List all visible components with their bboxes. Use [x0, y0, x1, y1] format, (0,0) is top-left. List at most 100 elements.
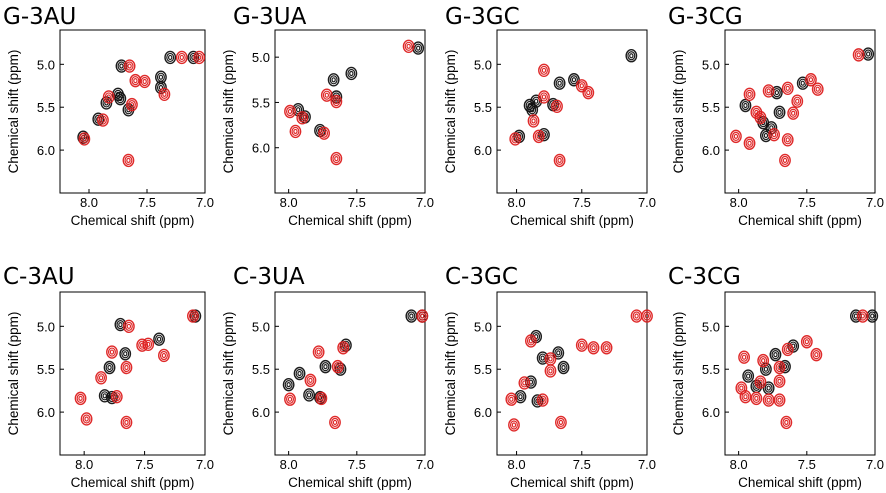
peak-red [337, 341, 350, 355]
peak-red [284, 392, 296, 406]
peak-contour [808, 77, 814, 83]
panel-title: C-3AU [3, 264, 75, 290]
peak-red [284, 104, 296, 119]
peak-contour [105, 362, 114, 373]
peak-contour [773, 352, 778, 358]
peak-contour [312, 345, 325, 359]
peak-contour [782, 157, 788, 163]
peak-black [742, 369, 755, 383]
peak-contour [557, 80, 562, 86]
peak-contour [187, 50, 200, 65]
peak-red [781, 81, 794, 96]
peak-red [122, 319, 135, 334]
peak-red [142, 337, 155, 352]
peak-contour [308, 377, 313, 383]
peak-contour [642, 311, 651, 321]
peak-contour [600, 341, 613, 355]
peak-contour [571, 77, 577, 83]
peak-red [856, 309, 869, 323]
peak-contour [777, 378, 782, 384]
peak-contour [124, 155, 133, 165]
peak-red [289, 124, 302, 139]
peak-contour [754, 395, 759, 401]
peak-contour [513, 136, 518, 142]
y-tick-label: 5.5 [37, 362, 55, 377]
peak-red [158, 348, 170, 363]
peak-contour [784, 419, 789, 425]
peak-contour [107, 364, 112, 371]
peak-red [630, 309, 643, 323]
peak-contour [138, 74, 151, 89]
peak-contour [752, 107, 761, 117]
peak-contour [153, 332, 165, 346]
y-axis-label: Chemical shift (ppm) [443, 312, 458, 436]
peak-contour [781, 133, 794, 147]
peak-contour [122, 417, 131, 427]
peak-red [95, 371, 107, 385]
peak-contour [743, 394, 748, 400]
peak-contour [295, 107, 301, 113]
peak-contour [193, 313, 198, 319]
peak-red [738, 350, 750, 364]
x-tick-label: 7.5 [138, 195, 156, 210]
peak-contour [189, 52, 198, 63]
peak-contour [587, 341, 600, 355]
peak-contour [762, 84, 775, 98]
peak-contour [577, 340, 586, 350]
y-tick-label: 5.0 [37, 57, 55, 72]
peak-contour [742, 369, 755, 383]
peak-contour [760, 358, 766, 364]
peak-contour [561, 364, 566, 371]
peak-contour [306, 375, 315, 385]
peak-contour [76, 393, 85, 403]
peak-contour [345, 66, 358, 81]
peak-red [193, 50, 206, 65]
peak-contour [142, 78, 147, 85]
peak-contour [84, 416, 89, 422]
peak-contour [116, 94, 125, 104]
peak-red [773, 360, 786, 375]
peak-contour [632, 311, 641, 321]
panel-c-3cg: C-3CG 8.0 7.5 7.0 5.0 5.5 6.0 Chemical shift (p… [668, 264, 884, 490]
peak-contour [97, 113, 109, 127]
x-axis-label: Chemical shift (ppm) [510, 475, 634, 490]
peak-contour [575, 79, 588, 93]
plot-frame [59, 291, 206, 456]
peak-contour [740, 352, 749, 362]
peak-black [100, 96, 113, 110]
peak-red [791, 94, 804, 108]
peak-contour [810, 347, 823, 362]
peak-contour [604, 345, 609, 351]
peak-red [730, 129, 742, 144]
y-tick-label: 6.0 [702, 405, 720, 420]
peak-contour [319, 359, 332, 374]
y-tick-label: 5.0 [702, 319, 720, 334]
peak-contour [538, 395, 547, 405]
peak-contour [793, 96, 802, 106]
peak-contour [773, 105, 786, 120]
panel-title: G-3UA [233, 4, 307, 30]
peak-contour [733, 133, 739, 139]
peak-black [405, 309, 418, 323]
peak-contour [586, 90, 591, 96]
peak-contour [82, 136, 87, 142]
peak-contour [282, 377, 295, 392]
peak-black [345, 66, 358, 81]
x-tick-label: 7.0 [196, 195, 214, 210]
peak-contour [175, 50, 188, 65]
peak-contour [284, 392, 296, 406]
peak-contour [856, 309, 869, 323]
peak-contour [787, 106, 800, 120]
peak-contour [505, 392, 518, 406]
peak-contour [770, 130, 779, 140]
plot-frame [496, 29, 648, 194]
peak-black [568, 73, 580, 87]
peak-contour [579, 83, 584, 89]
x-tick-label: 7.5 [348, 195, 366, 210]
peak-contour [763, 132, 769, 139]
peak-red [811, 82, 824, 96]
peak-contour [527, 114, 540, 128]
peak-contour [139, 342, 145, 348]
peak-contour [536, 393, 549, 407]
peak-contour [518, 394, 523, 400]
